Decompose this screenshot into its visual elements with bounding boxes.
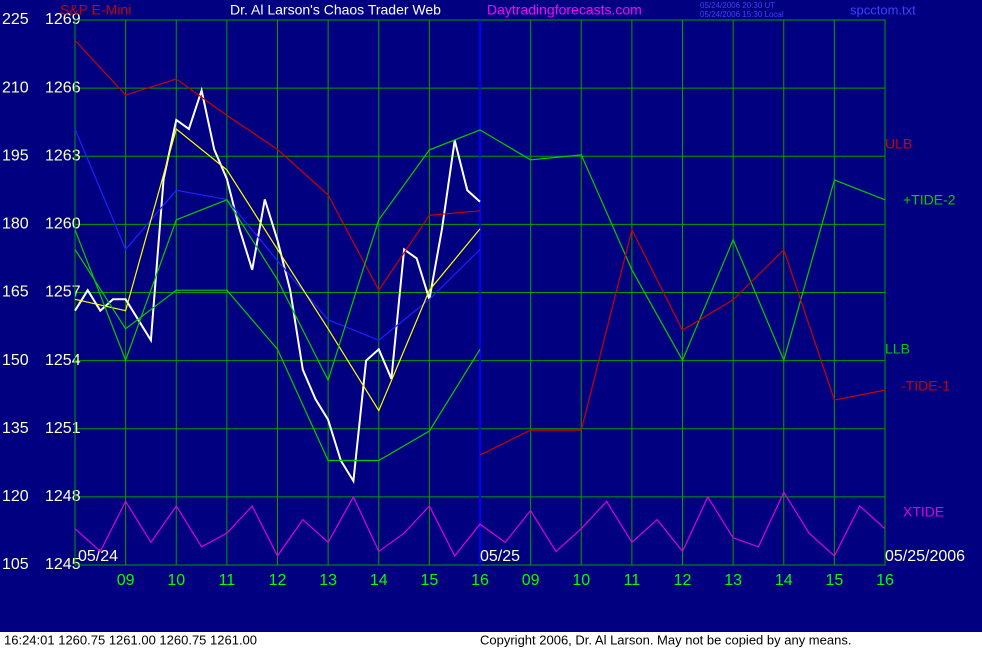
- y-tick-label: 1254: [45, 352, 81, 369]
- y-tick-label: 1263: [45, 147, 81, 164]
- y-tick-label: 1248: [45, 488, 81, 505]
- date-label: 05/25: [480, 548, 520, 565]
- y2-tick-label: 195: [2, 147, 29, 164]
- x-tick-label: 09: [117, 572, 135, 589]
- series-line: [74, 491, 886, 558]
- x-tick-label: 11: [219, 572, 236, 589]
- site: Daytradingforecasts.com: [487, 2, 642, 18]
- timestamp: 05/24/2006 20:30 UT: [700, 1, 775, 10]
- x-tick-label: 13: [319, 572, 337, 589]
- x-tick-label: 09: [522, 572, 540, 589]
- x-tick-label: 10: [167, 572, 185, 589]
- y2-tick-label: 165: [2, 284, 29, 301]
- x-tick-label: 11: [624, 572, 641, 589]
- x-tick-label: 15: [420, 572, 438, 589]
- copyright: Copyright 2006, Dr. Al Larson. May not b…: [480, 632, 851, 647]
- series-line: [74, 86, 481, 485]
- y-tick-label: 1245: [45, 556, 81, 573]
- y2-tick-label: 225: [2, 11, 29, 28]
- series-label: LLB: [885, 341, 910, 357]
- series-line: [74, 128, 481, 341]
- x-tick-label: 16: [471, 572, 489, 589]
- x-tick-label: 13: [724, 572, 742, 589]
- x-tick-label: 12: [674, 572, 692, 589]
- series-label: ULB: [885, 136, 912, 152]
- x-tick-label: 12: [269, 572, 287, 589]
- y2-tick-label: 120: [2, 488, 29, 505]
- plot: 1269 1266 1263 1260 1257 1254 1251 1248 1245 225 2…: [2, 11, 965, 589]
- chart-background: [0, 0, 982, 632]
- status: 16:24:01 1260.75 1261.00 1260.75 1261.00: [4, 632, 257, 647]
- y2-tick-label: 210: [2, 79, 29, 96]
- series-line: [74, 39, 481, 292]
- x-tick-label: 15: [825, 572, 843, 589]
- timestamp: 05/24/2006 15:30 Local: [700, 10, 784, 19]
- y-tick-label: 1269: [45, 11, 81, 28]
- file-name: spcctom.txt: [850, 2, 916, 17]
- series-line: [74, 127, 481, 412]
- y2-tick-label: 105: [2, 556, 29, 573]
- y2-tick-label: 180: [2, 216, 29, 233]
- date-label: 05/25/2006: [885, 548, 965, 565]
- series-line: [74, 129, 886, 382]
- series-label: +TIDE-2: [903, 192, 956, 208]
- series-line: [479, 228, 886, 456]
- date-label: 05/24: [78, 548, 118, 565]
- x-tick-label: 14: [370, 572, 388, 589]
- y2-tick-label: 150: [2, 352, 29, 369]
- series-label: -TIDE-1: [901, 378, 950, 394]
- y-tick-label: 1251: [45, 420, 81, 437]
- x-tick-label: 10: [572, 572, 590, 589]
- y2-tick-label: 135: [2, 420, 29, 437]
- chart-title: Dr. Al Larson's Chaos Trader Web: [230, 2, 441, 18]
- status-bar: [0, 632, 982, 650]
- series-line: [74, 249, 481, 462]
- instrument: S&P E-Mini: [60, 2, 131, 18]
- y-tick-label: 1266: [45, 79, 81, 96]
- x-tick-label: 16: [876, 572, 894, 589]
- y-tick-label: 1260: [45, 216, 81, 233]
- series-label: XTIDE: [903, 504, 944, 520]
- y-tick-label: 1257: [45, 284, 81, 301]
- x-tick-label: 14: [775, 572, 793, 589]
